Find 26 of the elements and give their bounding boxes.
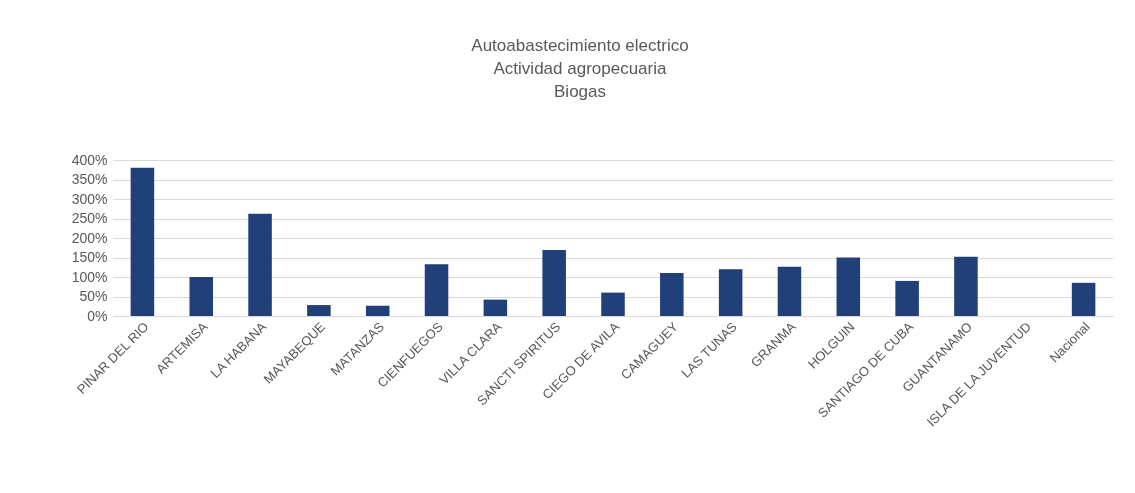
y-tick-label: 150%: [71, 249, 108, 265]
bar: [483, 299, 508, 316]
bar: [248, 213, 272, 316]
bar: [307, 305, 331, 316]
y-tick-label: 300%: [71, 190, 108, 207]
bar: [1071, 282, 1096, 316]
bar: [365, 305, 390, 316]
bar: [660, 273, 684, 316]
y-tick-label: 250%: [71, 210, 108, 226]
bar: [954, 256, 978, 316]
bar: [130, 167, 155, 316]
y-tick-label: 200%: [71, 229, 108, 246]
bar: [601, 292, 625, 316]
y-tick-label: 50%: [79, 288, 108, 304]
y-tick-label: 350%: [71, 171, 108, 187]
bar: [777, 266, 802, 316]
bar: [424, 264, 449, 316]
y-tick-label: 0%: [87, 307, 108, 324]
y-tick-label: 400%: [71, 151, 108, 168]
bar: [542, 250, 566, 316]
bar: [836, 257, 861, 316]
bar: [718, 269, 743, 316]
y-tick-label: 100%: [71, 268, 108, 285]
bar: [189, 277, 213, 316]
chart-title: Autoabastecimiento electrico Actividad agropecuaria Biogas: [471, 36, 689, 101]
bar: [895, 280, 919, 316]
